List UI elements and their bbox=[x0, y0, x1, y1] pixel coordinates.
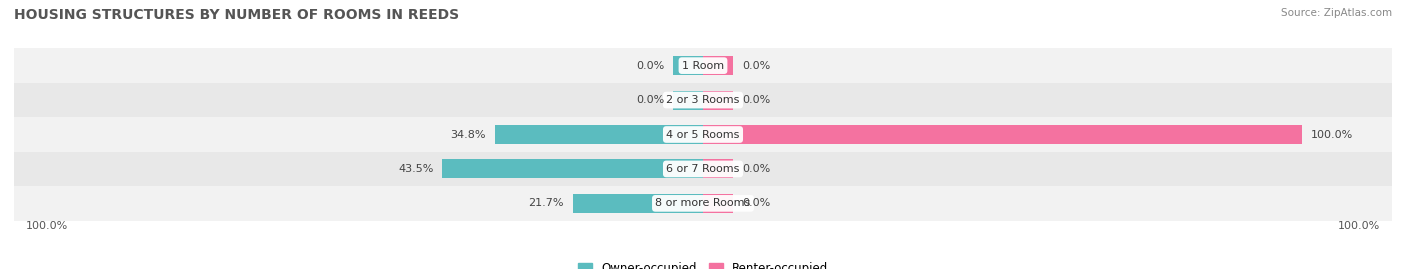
Text: 34.8%: 34.8% bbox=[450, 129, 485, 140]
Bar bbox=[14, 83, 1392, 117]
Text: 0.0%: 0.0% bbox=[742, 164, 770, 174]
Bar bbox=[673, 56, 703, 75]
Text: 0.0%: 0.0% bbox=[636, 61, 664, 71]
Bar bbox=[703, 125, 1302, 144]
Text: 43.5%: 43.5% bbox=[398, 164, 433, 174]
Legend: Owner-occupied, Renter-occupied: Owner-occupied, Renter-occupied bbox=[578, 262, 828, 269]
Text: 2 or 3 Rooms: 2 or 3 Rooms bbox=[666, 95, 740, 105]
Text: 6 or 7 Rooms: 6 or 7 Rooms bbox=[666, 164, 740, 174]
Text: 0.0%: 0.0% bbox=[742, 95, 770, 105]
Bar bbox=[14, 152, 1392, 186]
Bar bbox=[14, 186, 1392, 221]
Text: 0.0%: 0.0% bbox=[742, 198, 770, 208]
Text: 100.0%: 100.0% bbox=[1337, 221, 1379, 231]
Bar bbox=[703, 56, 733, 75]
Bar bbox=[673, 91, 703, 109]
Text: 0.0%: 0.0% bbox=[742, 61, 770, 71]
Text: 100.0%: 100.0% bbox=[1310, 129, 1354, 140]
Text: Source: ZipAtlas.com: Source: ZipAtlas.com bbox=[1281, 8, 1392, 18]
Bar bbox=[495, 125, 703, 144]
Bar bbox=[14, 48, 1392, 83]
Bar bbox=[703, 194, 733, 213]
Bar bbox=[703, 160, 733, 178]
Bar bbox=[703, 91, 733, 109]
Text: 100.0%: 100.0% bbox=[27, 221, 69, 231]
Text: 0.0%: 0.0% bbox=[636, 95, 664, 105]
Text: 1 Room: 1 Room bbox=[682, 61, 724, 71]
Text: HOUSING STRUCTURES BY NUMBER OF ROOMS IN REEDS: HOUSING STRUCTURES BY NUMBER OF ROOMS IN… bbox=[14, 8, 460, 22]
Text: 8 or more Rooms: 8 or more Rooms bbox=[655, 198, 751, 208]
Text: 21.7%: 21.7% bbox=[529, 198, 564, 208]
Bar bbox=[443, 160, 703, 178]
Bar bbox=[14, 117, 1392, 152]
Bar bbox=[574, 194, 703, 213]
Text: 4 or 5 Rooms: 4 or 5 Rooms bbox=[666, 129, 740, 140]
